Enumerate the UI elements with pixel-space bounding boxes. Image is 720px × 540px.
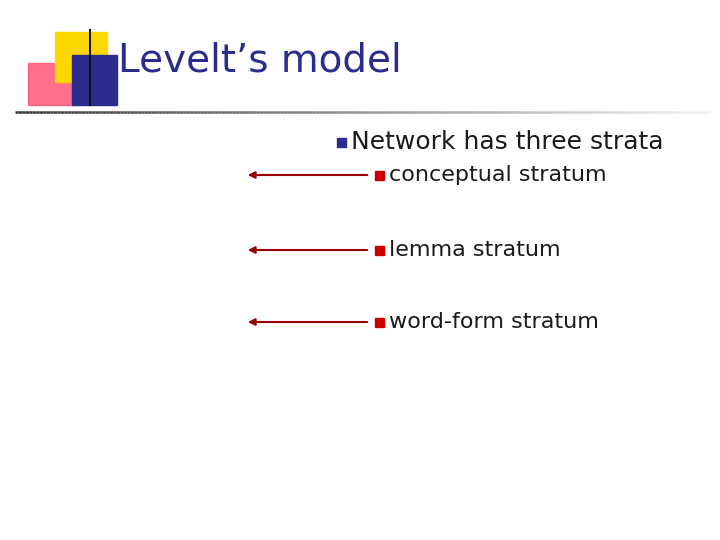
Bar (375, 318, 384, 327)
Bar (375, 171, 384, 180)
Text: Network has three strata: Network has three strata (351, 130, 664, 154)
Text: lemma stratum: lemma stratum (389, 240, 561, 260)
Text: word-form stratum: word-form stratum (389, 312, 599, 332)
Text: conceptual stratum: conceptual stratum (389, 165, 607, 185)
Bar (72, 55, 117, 105)
Bar (375, 246, 384, 255)
Bar (28, 63, 80, 105)
Bar (337, 138, 346, 147)
Bar (55, 32, 107, 82)
Text: Levelt’s model: Levelt’s model (118, 41, 402, 79)
